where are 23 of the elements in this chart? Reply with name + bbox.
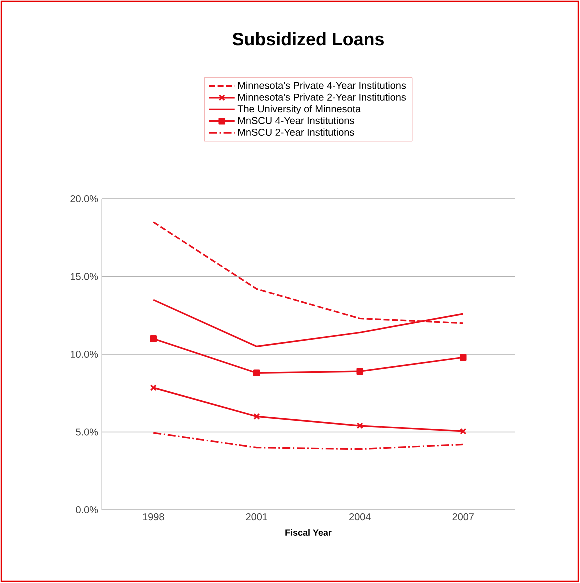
x-tick-label: 2004 bbox=[350, 514, 371, 521]
y-tick-label: 20.0% bbox=[70, 195, 98, 203]
legend-label: Minnesota's Private 2-Year Institutions bbox=[238, 94, 406, 101]
x-tick-label: 2001 bbox=[246, 514, 268, 521]
x-tick-label: 2007 bbox=[452, 514, 474, 521]
legend-label: MnSCU 2-Year Institutions bbox=[238, 128, 354, 136]
point bbox=[356, 422, 364, 430]
y-tick-label: 15.0% bbox=[71, 273, 98, 280]
x-tick-label: 1998 bbox=[143, 514, 164, 521]
point bbox=[253, 370, 260, 377]
legend-label: Minnesota's Private 4-Year Institutions bbox=[238, 82, 406, 90]
line-series bbox=[152, 432, 464, 450]
x-axis-title: Fiscal Year bbox=[286, 529, 332, 536]
legend-label: MnSCU 4-Year Institutions bbox=[238, 117, 354, 124]
point bbox=[254, 413, 260, 420]
point bbox=[460, 354, 467, 361]
chart-title: Subsidized Loans bbox=[232, 32, 384, 46]
y-tick-label: 10.0% bbox=[71, 350, 98, 358]
y-tick-label: 0.0% bbox=[76, 506, 98, 514]
y-tick-label: 5.0% bbox=[76, 428, 98, 436]
legend-label: The University of Minnesota bbox=[238, 105, 362, 115]
point bbox=[150, 336, 158, 342]
point bbox=[356, 368, 364, 375]
